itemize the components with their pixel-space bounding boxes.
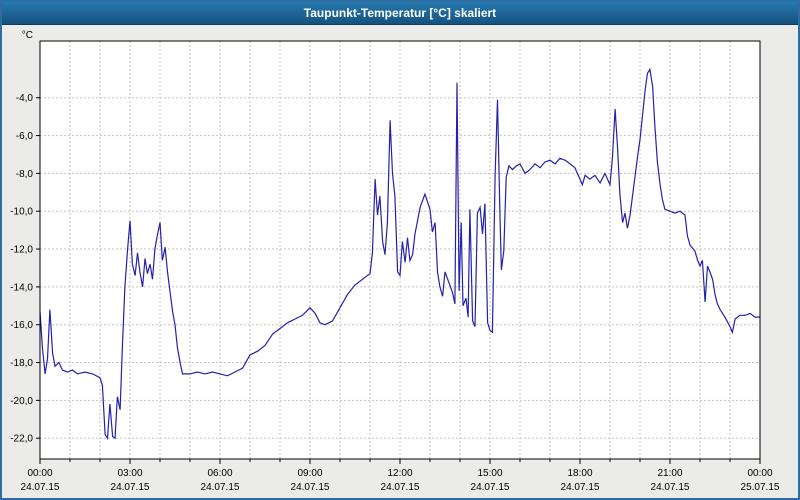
x-axis-time-label: 15:00: [477, 468, 502, 479]
y-axis-tick-label: -18,0: [10, 358, 33, 369]
y-axis-tick-label: -20,0: [10, 396, 33, 407]
x-axis-date-label: 24.07.15: [381, 482, 420, 493]
x-axis-time-label: 12:00: [387, 468, 412, 479]
x-axis-date-label: 24.07.15: [111, 482, 150, 493]
x-axis-date-label: 25.07.15: [741, 482, 780, 493]
y-axis-tick-label: -12,0: [10, 245, 33, 256]
y-axis-tick-label: -22,0: [10, 434, 33, 445]
series-line: [39, 67, 760, 441]
x-axis-date-label: 24.07.15: [201, 482, 240, 493]
x-axis-time-label: 06:00: [207, 468, 232, 479]
x-axis-time-label: 00:00: [27, 468, 52, 479]
x-axis-date-label: 24.07.15: [291, 482, 330, 493]
x-axis-date-label: 24.07.15: [471, 482, 510, 493]
x-axis-date-label: 24.07.15: [561, 482, 600, 493]
dewpoint-line-chart: -4,0 -6,0 -8,0 -10,0 -12,0 -14,0 -16,0 -18,0 -20…: [10, 30, 780, 493]
x-axis-time-label: 00:00: [747, 468, 772, 479]
y-axis-tick-label: -14,0: [10, 282, 33, 293]
x-axis-date-label: 24.07.15: [21, 482, 60, 493]
y-axis-tick-label: -4,0: [16, 93, 34, 104]
window-title: Taupunkt-Temperatur [°C] skaliert: [303, 6, 497, 20]
x-axis-date-label: 24.07.15: [651, 482, 690, 493]
y-axis-tick-label: -16,0: [10, 320, 33, 331]
y-axis-tick-label: -10,0: [10, 207, 33, 218]
chart-area: -4,0 -6,0 -8,0 -10,0 -12,0 -14,0 -16,0 -18,0 -20…: [2, 25, 798, 498]
x-axis-time-label: 03:00: [117, 468, 142, 479]
window-titlebar[interactable]: Taupunkt-Temperatur [°C] skaliert: [2, 2, 798, 25]
x-axis-time-label: 09:00: [297, 468, 322, 479]
y-axis-unit-label: °C: [22, 30, 33, 41]
x-axis-time-label: 18:00: [567, 468, 592, 479]
x-axis-time-label: 21:00: [657, 468, 682, 479]
y-axis-tick-label: -6,0: [16, 131, 34, 142]
y-axis-tick-label: -8,0: [16, 169, 34, 180]
